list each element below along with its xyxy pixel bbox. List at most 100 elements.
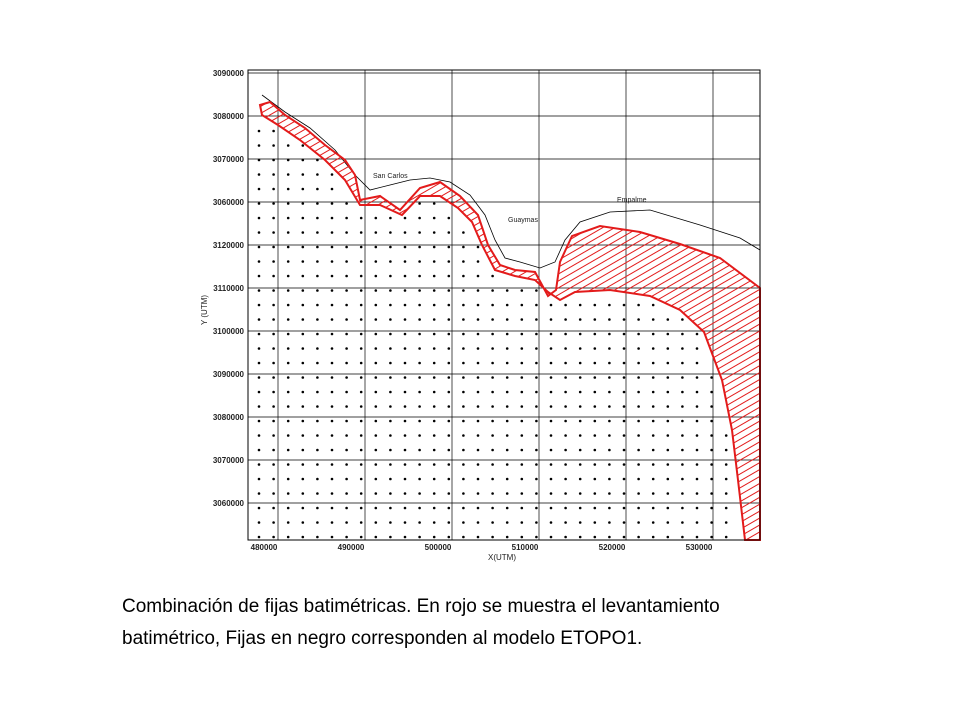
point: [695, 463, 699, 466]
point: [286, 390, 290, 394]
point: [520, 376, 524, 379]
point: [257, 173, 261, 176]
point: [593, 521, 597, 524]
point: [345, 274, 348, 278]
point: [257, 434, 261, 437]
point: [695, 506, 699, 510]
point: [505, 419, 509, 423]
point: [432, 434, 436, 437]
point: [535, 347, 538, 350]
point: [418, 274, 421, 278]
point: [681, 347, 684, 350]
point: [389, 463, 392, 466]
point: [403, 376, 407, 379]
point: [578, 361, 582, 365]
point: [681, 376, 684, 379]
point: [564, 492, 567, 495]
point: [301, 492, 305, 495]
point: [432, 521, 436, 524]
point: [549, 448, 553, 452]
point: [564, 303, 567, 307]
point: [374, 376, 378, 379]
point: [345, 376, 348, 379]
point: [389, 231, 392, 234]
point: [505, 434, 509, 437]
point: [476, 419, 480, 423]
point: [272, 332, 275, 336]
point: [520, 477, 524, 481]
point: [403, 477, 407, 481]
point: [505, 477, 509, 481]
point: [549, 535, 553, 539]
point: [622, 448, 626, 452]
point: [447, 361, 451, 365]
point: [535, 434, 538, 437]
point: [301, 144, 305, 147]
point: [272, 303, 275, 307]
point: [359, 303, 363, 307]
point: [666, 477, 670, 481]
point: [359, 419, 363, 423]
point: [286, 245, 290, 249]
point: [724, 463, 728, 466]
point: [418, 506, 421, 510]
point: [345, 521, 348, 524]
point: [710, 390, 713, 394]
point: [345, 318, 348, 321]
point: [637, 492, 640, 495]
point: [564, 535, 567, 539]
point: [403, 289, 407, 292]
point: [257, 216, 261, 220]
point: [345, 492, 348, 495]
point: [724, 521, 728, 524]
point: [345, 332, 348, 336]
point: [257, 245, 261, 249]
point: [316, 463, 319, 466]
point: [535, 463, 538, 466]
point: [666, 448, 670, 452]
point: [403, 245, 407, 249]
point: [564, 419, 567, 423]
point: [505, 535, 509, 539]
point: [316, 506, 319, 510]
point: [272, 216, 275, 220]
point: [330, 405, 334, 408]
point: [637, 535, 640, 539]
point: [316, 231, 319, 234]
point: [257, 144, 261, 147]
x-tick-label: 510000: [512, 543, 539, 552]
point: [272, 347, 275, 350]
point: [578, 390, 582, 394]
point: [432, 463, 436, 466]
point: [316, 376, 319, 379]
point: [447, 216, 451, 220]
point: [286, 434, 290, 437]
point: [432, 216, 436, 220]
point: [418, 376, 421, 379]
point: [651, 419, 655, 423]
point: [535, 506, 538, 510]
point: [272, 521, 275, 524]
point: [418, 332, 421, 336]
point: [374, 535, 378, 539]
point: [710, 419, 713, 423]
point: [432, 245, 436, 249]
point: [403, 390, 407, 394]
x-axis-label: X(UTM): [488, 553, 516, 562]
point: [681, 361, 684, 365]
point: [316, 521, 319, 524]
point: [447, 390, 451, 394]
point: [345, 202, 348, 205]
point: [272, 419, 275, 423]
point: [257, 332, 261, 336]
point: [608, 390, 611, 394]
point: [564, 390, 567, 394]
point: [564, 506, 567, 510]
point: [564, 405, 567, 408]
point: [432, 274, 436, 278]
point: [257, 187, 261, 191]
point: [549, 477, 553, 481]
point: [301, 274, 305, 278]
point: [491, 289, 494, 292]
point: [447, 448, 451, 452]
